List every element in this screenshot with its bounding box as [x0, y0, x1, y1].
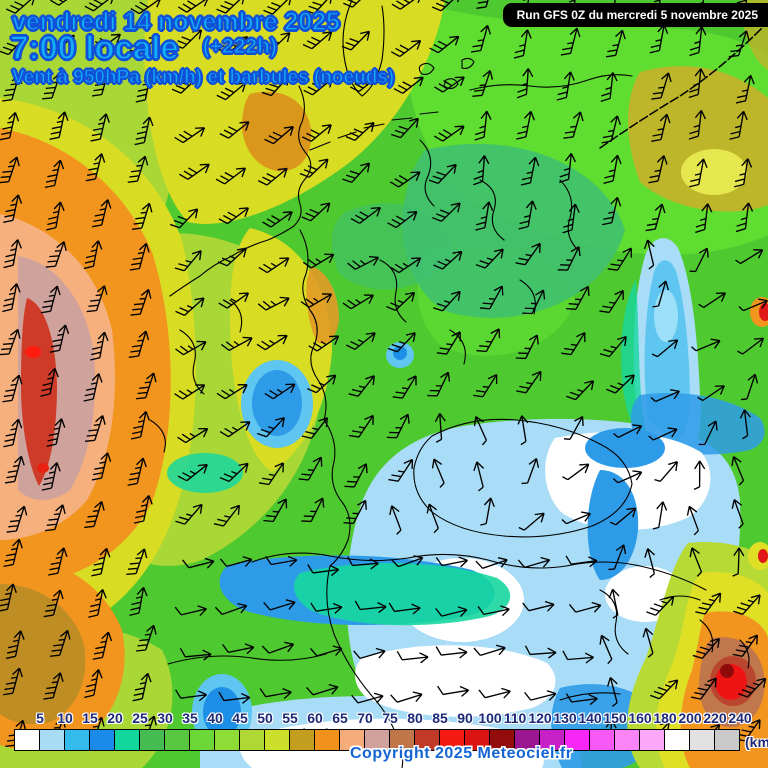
- scale-label: 70: [357, 710, 373, 726]
- forecast-date: vendredi 14 novembre 2025: [11, 7, 341, 37]
- forecast-time: 7:00 locale (+222h): [9, 28, 277, 67]
- scale-cell: [40, 730, 65, 750]
- scale-cell: [515, 730, 540, 750]
- scale-cell: [565, 730, 590, 750]
- scale-cell: [65, 730, 90, 750]
- scale-cell: [365, 730, 390, 750]
- run-info-badge: Run GFS 0Z du mercredi 5 novembre 2025: [502, 3, 768, 27]
- scale-cell: [265, 730, 290, 750]
- map-subtitle: Vent à 950hPa (km/h) et barbules (noeuds…: [11, 66, 395, 88]
- scale-cell: [140, 730, 165, 750]
- scale-cell: [215, 730, 240, 750]
- scale-label: 55: [282, 710, 298, 726]
- scale-label: 200: [678, 710, 702, 726]
- forecast-time-text: 7:00 locale: [9, 28, 179, 67]
- scale-label: 60: [307, 710, 323, 726]
- scale-label: 30: [157, 710, 173, 726]
- scale-label: 10: [57, 710, 73, 726]
- scale-cell: [490, 730, 515, 750]
- scale-cell: [240, 730, 265, 750]
- scale-cell: [590, 730, 615, 750]
- scale-cell: [390, 730, 415, 750]
- scale-cell: [715, 730, 739, 750]
- scale-label: 20: [107, 710, 123, 726]
- scale-label: 100: [478, 710, 502, 726]
- scale-cell: [315, 730, 340, 750]
- scale-label: 120: [528, 710, 552, 726]
- scale-label: 160: [628, 710, 652, 726]
- scale-label: 130: [553, 710, 577, 726]
- scale-label: 140: [578, 710, 602, 726]
- scale-label: 90: [457, 710, 473, 726]
- scale-cell: [415, 730, 440, 750]
- scale-cell: [115, 730, 140, 750]
- scale-unit-label: (km: [745, 734, 768, 750]
- scale-label: 25: [132, 710, 148, 726]
- scale-label: 65: [332, 710, 348, 726]
- scale-label: 150: [603, 710, 627, 726]
- scale-cell: [665, 730, 690, 750]
- scale-label: 45: [232, 710, 248, 726]
- scale-cell: [690, 730, 715, 750]
- scale-cell: [465, 730, 490, 750]
- scale-label: 110: [503, 710, 527, 726]
- scale-cell: [615, 730, 640, 750]
- scale-cell: [440, 730, 465, 750]
- copyright-text: Copyright 2025 Meteociel.fr: [350, 745, 573, 762]
- scale-cell: [190, 730, 215, 750]
- forecast-offset: (+222h): [202, 34, 277, 58]
- country-borders: [149, 0, 763, 768]
- scale-label: 80: [407, 710, 423, 726]
- scale-cell: [290, 730, 315, 750]
- scale-label: 85: [432, 710, 448, 726]
- scale-label: 15: [82, 710, 98, 726]
- scale-cell: [640, 730, 665, 750]
- scale-label: 40: [207, 710, 223, 726]
- scale-label: 180: [653, 710, 677, 726]
- scale-label: 35: [182, 710, 198, 726]
- scale-labels-row: 5 10 15 20 25 30 35 40 45 50 55 60 65 70 75 80 85 90 100 11…: [0, 710, 768, 727]
- scale-label: 50: [257, 710, 273, 726]
- scale-cell: [165, 730, 190, 750]
- scale-label: 75: [382, 710, 398, 726]
- scale-label: 220: [703, 710, 727, 726]
- scale-cell: [15, 730, 40, 750]
- scale-label: 5: [36, 710, 44, 726]
- scale-cell: [340, 730, 365, 750]
- scale-cell: [540, 730, 565, 750]
- scale-cell: [90, 730, 115, 750]
- wind-speed-scale-bar: [14, 729, 740, 751]
- scale-label: 240: [728, 710, 752, 726]
